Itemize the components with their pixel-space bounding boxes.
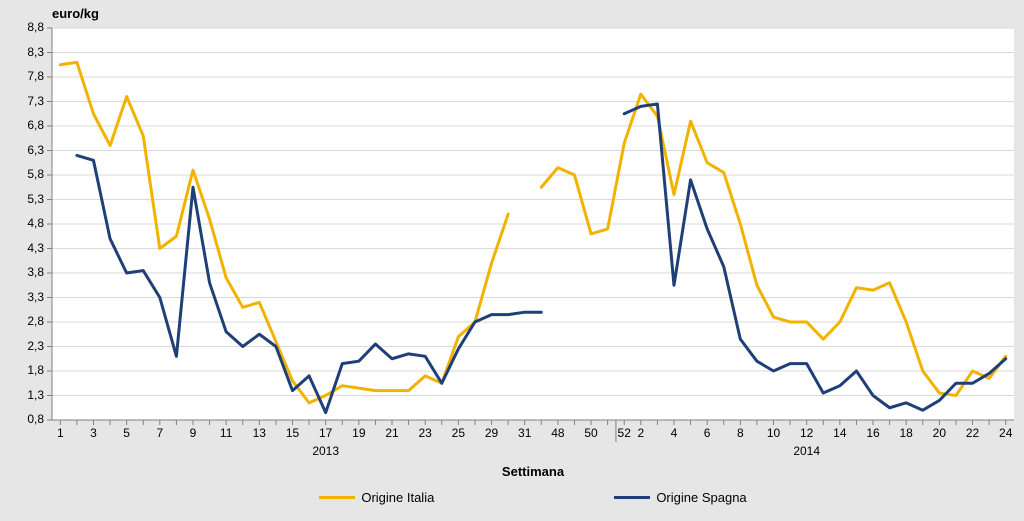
y-tick-label: 1,8 xyxy=(0,363,44,377)
x-tick-label: 17 xyxy=(312,426,340,440)
x-tick-label: 20 xyxy=(925,426,953,440)
legend-swatch xyxy=(614,496,650,499)
x-tick-label: 4 xyxy=(660,426,688,440)
x-tick-label: 8 xyxy=(726,426,754,440)
x-tick-label: 18 xyxy=(892,426,920,440)
y-tick-label: 8,8 xyxy=(0,20,44,34)
y-tick-label: 4,3 xyxy=(0,241,44,255)
legend-item: Origine Italia xyxy=(319,490,434,505)
y-tick-label: 7,8 xyxy=(0,69,44,83)
y-tick-label: 5,8 xyxy=(0,167,44,181)
x-tick-label: 50 xyxy=(577,426,605,440)
series-origine-spagna xyxy=(77,104,1006,413)
x-tick-label: 19 xyxy=(345,426,373,440)
x-tick-label: 10 xyxy=(760,426,788,440)
x-tick-label: 21 xyxy=(378,426,406,440)
x-tick-label: 9 xyxy=(179,426,207,440)
x-tick-label: 24 xyxy=(992,426,1020,440)
x-tick-label: 48 xyxy=(544,426,572,440)
y-tick-label: 3,8 xyxy=(0,265,44,279)
y-tick-label: 6,3 xyxy=(0,143,44,157)
x-tick-label: 16 xyxy=(859,426,887,440)
x-tick-label: 22 xyxy=(959,426,987,440)
series-lines xyxy=(0,0,1024,521)
y-tick-label: 5,3 xyxy=(0,192,44,206)
y-tick-label: 3,3 xyxy=(0,290,44,304)
chart-container: euro/kg 0,81,31,82,32,83,33,84,34,85,35,… xyxy=(0,0,1024,521)
year-label: 2014 xyxy=(777,444,837,458)
x-tick-label: 15 xyxy=(279,426,307,440)
legend-label: Origine Italia xyxy=(361,490,434,505)
legend: Origine Italia Origine Spagna xyxy=(52,490,1014,505)
x-tick-label: 14 xyxy=(826,426,854,440)
x-tick-label: 1 xyxy=(46,426,74,440)
x-axis-title: Settimana xyxy=(52,464,1014,479)
x-tick-label: 11 xyxy=(212,426,240,440)
year-label: 2013 xyxy=(296,444,356,458)
x-tick-label: 29 xyxy=(478,426,506,440)
y-tick-label: 6,8 xyxy=(0,118,44,132)
x-tick-label: 7 xyxy=(146,426,174,440)
x-tick-label: 23 xyxy=(411,426,439,440)
x-tick-label: 13 xyxy=(245,426,273,440)
legend-swatch xyxy=(319,496,355,499)
y-tick-label: 1,3 xyxy=(0,388,44,402)
x-tick-label: 2 xyxy=(627,426,655,440)
y-tick-label: 0,8 xyxy=(0,412,44,426)
x-tick-label: 5 xyxy=(113,426,141,440)
x-tick-label: 12 xyxy=(793,426,821,440)
y-tick-label: 2,8 xyxy=(0,314,44,328)
y-tick-label: 4,8 xyxy=(0,216,44,230)
y-tick-label: 7,3 xyxy=(0,94,44,108)
y-tick-label: 8,3 xyxy=(0,45,44,59)
x-tick-label: 25 xyxy=(444,426,472,440)
legend-item: Origine Spagna xyxy=(614,490,746,505)
x-tick-label: 6 xyxy=(693,426,721,440)
legend-label: Origine Spagna xyxy=(656,490,746,505)
x-tick-label: 3 xyxy=(79,426,107,440)
y-tick-label: 2,3 xyxy=(0,339,44,353)
x-tick-label: 31 xyxy=(511,426,539,440)
